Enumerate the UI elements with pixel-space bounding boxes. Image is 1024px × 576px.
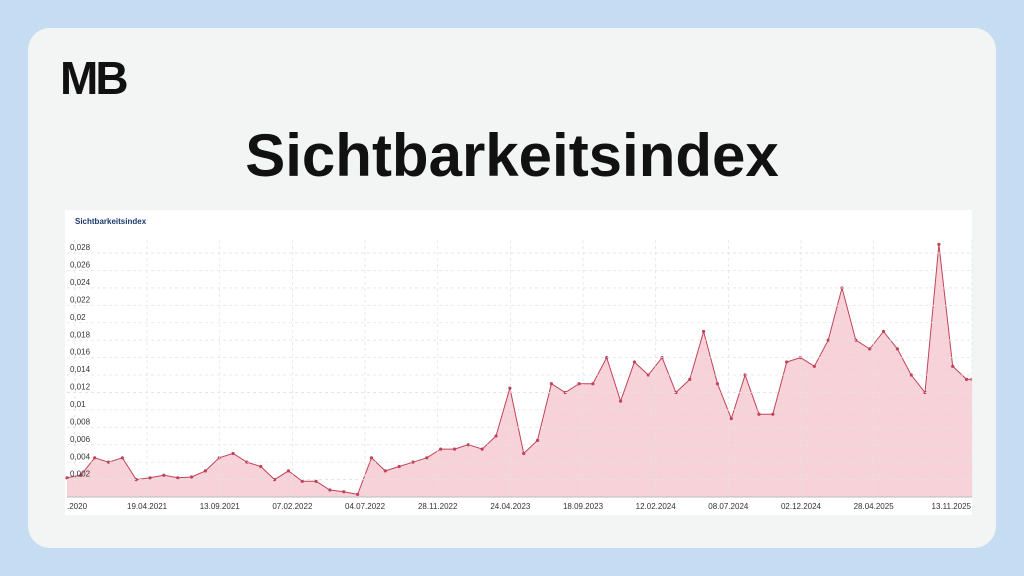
x-tick-label: 04.07.2022	[345, 502, 386, 511]
point	[466, 443, 470, 447]
x-tick-label: 13.09.2021	[200, 502, 241, 511]
point	[702, 329, 706, 334]
point	[397, 464, 401, 469]
point	[715, 382, 720, 386]
point	[148, 476, 152, 480]
y-tick-label: 0,022	[70, 295, 91, 304]
x-tick-label: 18.09.2023	[563, 502, 604, 511]
chart-title: Sichtbarkeitsindex	[75, 217, 147, 226]
point	[203, 469, 207, 473]
point	[162, 473, 166, 477]
point	[300, 479, 304, 483]
point	[868, 347, 872, 351]
point	[964, 377, 969, 381]
point	[771, 412, 775, 416]
point	[632, 360, 637, 364]
point	[577, 382, 581, 386]
point	[729, 416, 733, 421]
point	[189, 475, 194, 479]
point	[231, 451, 235, 456]
point	[785, 360, 789, 364]
y-tick-label: 0,004	[70, 452, 91, 461]
point	[328, 488, 332, 492]
x-tick-label: 19.04.2021	[127, 502, 168, 511]
point	[134, 477, 138, 482]
x-tick-label: 28.04.2025	[854, 502, 895, 511]
point	[881, 329, 886, 334]
y-tick-label: 0,024	[70, 278, 91, 287]
point	[272, 477, 277, 482]
point	[383, 469, 387, 473]
point	[549, 382, 553, 386]
point	[65, 476, 69, 480]
point	[425, 456, 429, 460]
point	[535, 438, 540, 442]
point	[688, 377, 692, 381]
y-tick-label: 0,01	[70, 400, 86, 409]
point	[342, 490, 346, 494]
heading: Sichtbarkeitsindex	[245, 122, 779, 189]
x-tick-label: 07.02.2022	[272, 502, 313, 511]
point	[508, 386, 512, 390]
y-tick-label: 0,026	[70, 261, 91, 270]
point	[605, 356, 609, 360]
point	[93, 456, 97, 460]
x-tick-label: 24.04.2023	[490, 502, 531, 511]
point	[245, 460, 249, 464]
point	[757, 412, 761, 416]
point	[591, 382, 595, 386]
logo: MB	[60, 52, 127, 104]
x-tick-label: 12.02.2024	[636, 502, 677, 511]
y-tick-label: 0,014	[70, 365, 91, 374]
x-tick-label: 02.12.2024	[781, 502, 822, 511]
point	[106, 460, 111, 464]
point	[937, 242, 941, 246]
point	[176, 476, 180, 480]
y-tick-label: 0,02	[70, 313, 86, 322]
point	[826, 338, 830, 342]
y-tick-label: 0,028	[70, 243, 91, 252]
point	[439, 447, 443, 451]
point	[494, 434, 498, 438]
point	[314, 479, 318, 483]
point	[286, 469, 291, 473]
point	[895, 347, 899, 351]
point	[480, 447, 484, 451]
y-tick-label: 0,006	[70, 435, 91, 444]
point	[79, 473, 83, 477]
x-tick-label: 28.11.2022	[418, 502, 458, 511]
y-tick-label: 0,016	[70, 348, 91, 357]
point	[646, 373, 650, 377]
x-tick-label: 08.07.2024	[708, 502, 749, 511]
point	[411, 460, 415, 464]
area	[67, 244, 972, 497]
point	[452, 447, 457, 451]
point	[909, 373, 913, 377]
point	[120, 456, 124, 460]
y-tick-label: 0,002	[70, 470, 91, 479]
point	[259, 464, 263, 469]
y-tick-label: 0,018	[70, 330, 91, 339]
x-tick-label: .2020	[67, 502, 88, 511]
point	[217, 456, 221, 460]
point	[951, 364, 955, 368]
x-tick-label: 13.11.2025	[932, 502, 972, 511]
point	[369, 456, 374, 460]
plot	[65, 242, 972, 497]
point	[618, 399, 623, 403]
point	[356, 492, 360, 496]
point	[522, 451, 526, 456]
y-tick-label: 0,012	[70, 383, 91, 392]
y-tick-label: 0,008	[70, 417, 91, 426]
point	[812, 364, 816, 368]
